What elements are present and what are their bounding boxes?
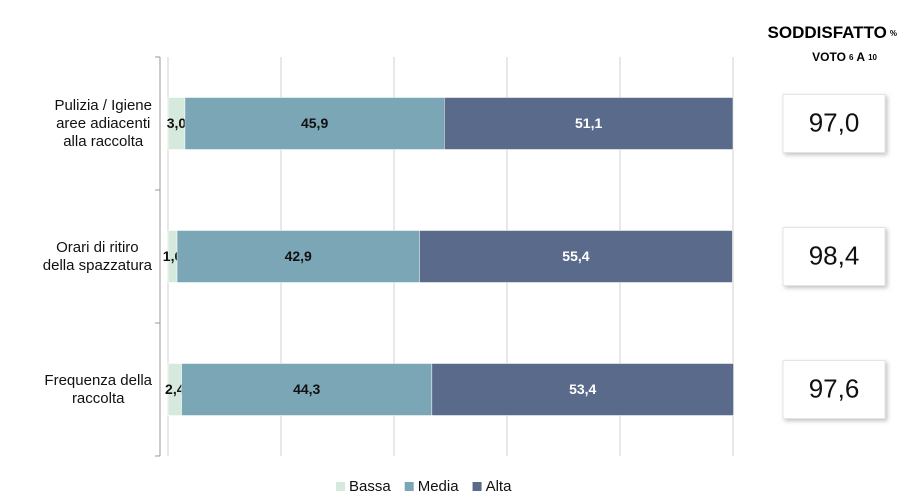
legend-label: Bassa bbox=[349, 478, 391, 493]
legend-swatch bbox=[472, 482, 482, 491]
category-label: Frequenza della raccolta bbox=[44, 371, 152, 407]
sat-sub-1: VOTO bbox=[812, 50, 846, 64]
value-label: 2,4 bbox=[165, 381, 185, 397]
bar-segment bbox=[419, 230, 733, 283]
sat-sub-4: 10 bbox=[868, 53, 877, 62]
bar-segment bbox=[184, 97, 445, 150]
satisfaction-box bbox=[782, 360, 886, 419]
value-label: 3,0 bbox=[167, 115, 187, 131]
category-label: Orari di ritiro della spazzatura bbox=[42, 238, 152, 274]
sat-sub-2: 6 bbox=[849, 53, 854, 62]
bar-segment bbox=[444, 97, 734, 150]
satisfaction-value: 97,6 bbox=[809, 373, 860, 403]
sat-header-unit: % bbox=[890, 29, 897, 38]
sat-header: SODDISFATTO% bbox=[768, 23, 897, 42]
value-label: 51,1 bbox=[575, 115, 602, 131]
satisfaction-value: 97,0 bbox=[809, 107, 860, 137]
sat-subheader: VOTO 6 A 10 bbox=[812, 50, 877, 64]
value-label: 55,4 bbox=[562, 248, 589, 264]
bar-segment bbox=[431, 363, 734, 416]
sat-header-main: SODDISFATTO bbox=[768, 23, 887, 42]
legend-swatch bbox=[404, 482, 414, 491]
satisfaction-box bbox=[782, 94, 886, 153]
sat-sub-3: A bbox=[856, 50, 865, 64]
value-label: 53,4 bbox=[569, 381, 596, 397]
legend-label: Alta bbox=[486, 478, 513, 493]
satisfaction-box bbox=[782, 227, 886, 286]
satisfaction-value: 98,4 bbox=[809, 240, 860, 270]
bar-segment bbox=[176, 230, 420, 283]
value-label: 44,3 bbox=[293, 381, 320, 397]
legend-swatch bbox=[336, 482, 345, 491]
legend-label: Media bbox=[418, 478, 460, 493]
bar-segment bbox=[181, 363, 433, 416]
value-label: 45,9 bbox=[301, 115, 328, 131]
category-label: Pulizia / Igiene aree adiacenti alla rac… bbox=[54, 96, 152, 150]
value-label: 42,9 bbox=[285, 248, 312, 264]
